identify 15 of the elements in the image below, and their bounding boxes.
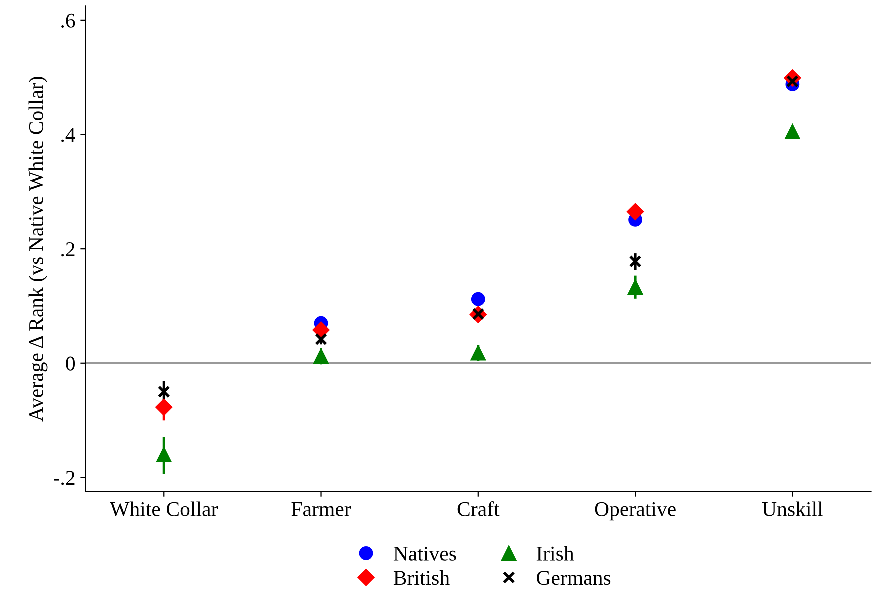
- y-axis-title: Average Δ Rank (vs Native White Collar): [28, 77, 48, 422]
- legend-label: Germans: [537, 571, 611, 586]
- legend-label: British: [394, 570, 450, 586]
- x-tick-label: White Collar: [110, 502, 218, 516]
- legend-label: Irish: [536, 546, 574, 561]
- y-tick-label: .6: [62, 14, 76, 28]
- x-tick-label: Unskill: [762, 502, 823, 516]
- x-tick-label: Operative: [595, 502, 676, 521]
- x-tick-label: Farmer: [292, 502, 352, 516]
- legend-label: Natives: [394, 546, 456, 561]
- y-tick-label: -.2: [54, 471, 75, 486]
- y-tick-label: 0: [66, 356, 76, 371]
- y-tick-label: .4: [62, 128, 76, 142]
- x-tick-label: Craft: [458, 502, 500, 516]
- y-tick-label: .2: [62, 242, 75, 257]
